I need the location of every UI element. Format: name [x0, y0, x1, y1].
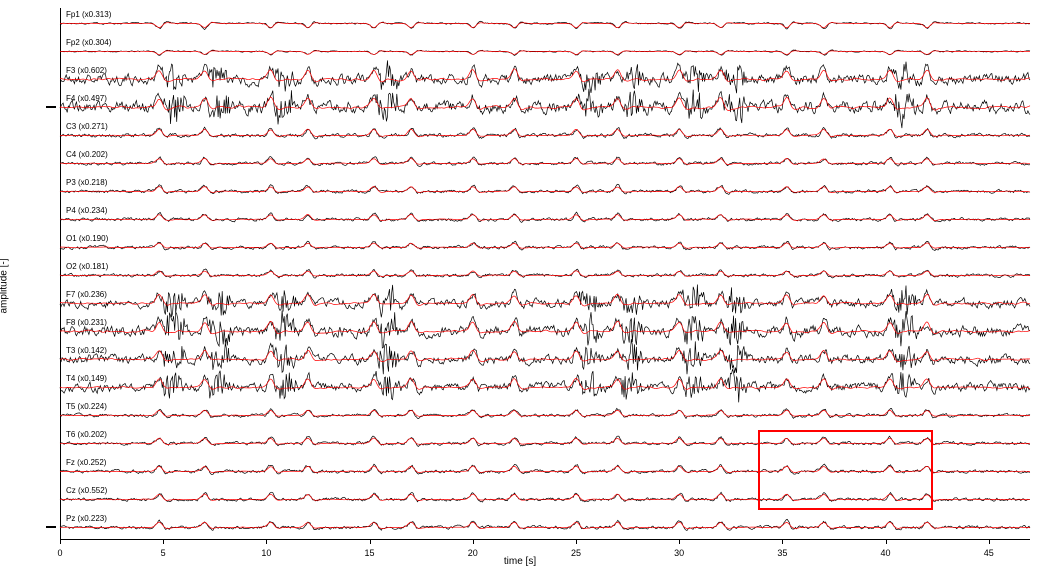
x-tick-label: 20 [468, 548, 478, 558]
channel-trace [60, 8, 1030, 540]
x-tick-label: 5 [161, 548, 166, 558]
x-tick-label: 45 [984, 548, 994, 558]
x-tick-mark [60, 540, 61, 544]
x-axis-label: time [s] [504, 556, 536, 567]
x-tick-label: 30 [674, 548, 684, 558]
eeg-figure: amplitude [-] time [s] Fp1 (x0.313)Fp2 (… [0, 0, 1040, 571]
plot-area: Fp1 (x0.313)Fp2 (x0.304)F3 (x0.602)F4 (x… [60, 8, 1030, 540]
channel-marker [46, 526, 56, 528]
x-tick-label: 35 [777, 548, 787, 558]
x-tick-mark [576, 540, 577, 544]
x-tick-label: 0 [57, 548, 62, 558]
x-tick-mark [989, 540, 990, 544]
channel-marker [46, 106, 56, 108]
x-tick-mark [370, 540, 371, 544]
x-tick-mark [886, 540, 887, 544]
x-tick-label: 25 [571, 548, 581, 558]
y-axis-label: amplitude [-] [0, 258, 10, 313]
x-tick-mark [679, 540, 680, 544]
x-tick-mark [266, 540, 267, 544]
x-tick-label: 10 [261, 548, 271, 558]
x-tick-label: 15 [365, 548, 375, 558]
x-tick-mark [782, 540, 783, 544]
x-tick-label: 40 [881, 548, 891, 558]
x-tick-mark [473, 540, 474, 544]
x-tick-mark [163, 540, 164, 544]
